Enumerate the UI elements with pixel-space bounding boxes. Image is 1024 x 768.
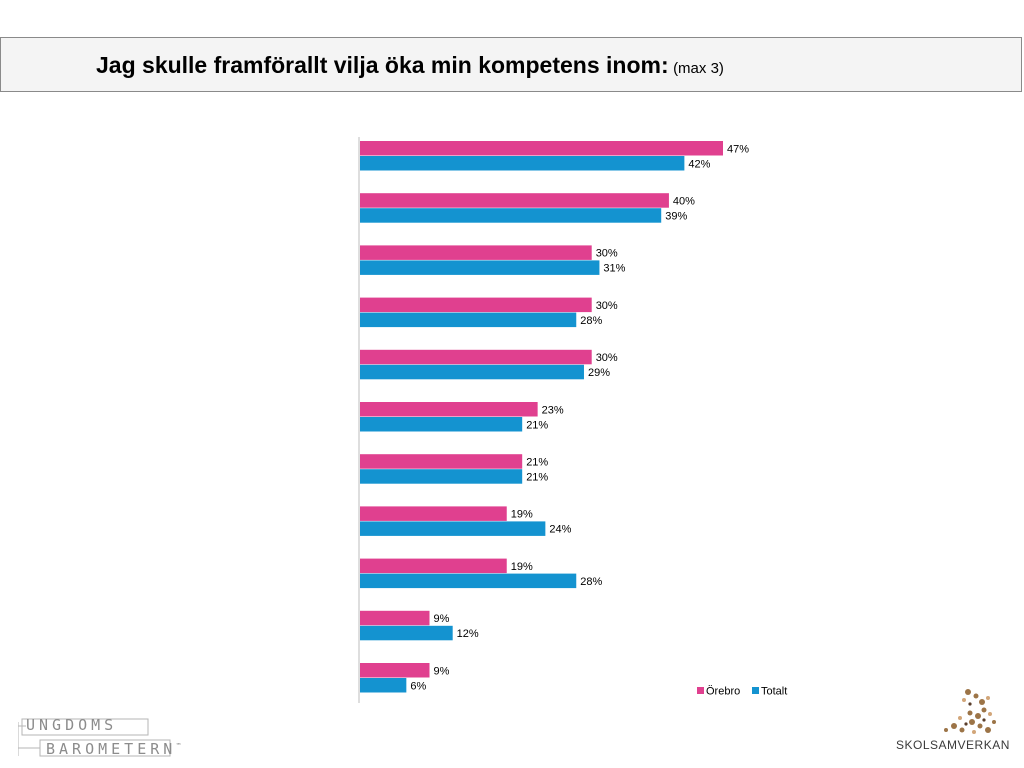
bar-totalt-11	[360, 678, 407, 693]
data-label-orebro-8: 19%	[511, 509, 533, 521]
data-label-totalt-3: 31%	[603, 263, 625, 275]
data-label-totalt-9: 28%	[580, 576, 602, 588]
legend-orebro-label: Örebro	[706, 686, 740, 698]
data-label-orebro-11: 9%	[434, 665, 450, 677]
ungdomsbarometern-logo-line2: BAROMETERN™	[46, 740, 181, 758]
bar-orebro-3	[360, 245, 592, 260]
bar-orebro-1	[360, 141, 723, 156]
title-main: Jag skulle framförallt vilja öka min kom…	[96, 52, 669, 78]
data-label-totalt-1: 42%	[688, 158, 710, 170]
data-label-totalt-4: 28%	[580, 315, 602, 327]
skolsamverkan-logo-text: SKOLSAMVERKAN	[896, 738, 1010, 752]
data-label-orebro-7: 21%	[526, 456, 548, 468]
data-label-totalt-11: 6%	[410, 680, 426, 692]
legend-totalt-swatch	[752, 687, 759, 694]
skolsamverkan-logo-mark	[944, 689, 996, 734]
legend-totalt-label: Totalt	[761, 686, 787, 698]
bar-orebro-8	[360, 506, 507, 521]
skolsamverkan-logo: SKOLSAMVERKAN	[890, 686, 1020, 766]
data-label-orebro-3: 30%	[596, 248, 618, 260]
bar-totalt-8	[360, 521, 546, 536]
bar-totalt-7	[360, 469, 523, 484]
bar-orebro-4	[360, 297, 592, 313]
data-label-totalt-7: 21%	[526, 471, 548, 483]
bar-totalt-10	[360, 625, 453, 641]
data-label-orebro-9: 19%	[511, 561, 533, 573]
data-label-totalt-5: 29%	[588, 367, 610, 379]
ungdomsbarometern-logo: UNGDOMS BAROMETERN™	[18, 716, 181, 760]
page-title: Jag skulle framförallt vilja öka min kom…	[96, 52, 724, 79]
ungdomsbarometern-logo-lines	[18, 718, 171, 757]
title-subtitle: (max 3)	[673, 60, 724, 77]
bar-orebro-2	[360, 193, 669, 208]
bar-orebro-7	[360, 454, 523, 469]
title-bar: Jag skulle framförallt vilja öka min kom…	[0, 37, 1022, 92]
ungdomsbarometern-logo-line1: UNGDOMS	[26, 716, 118, 734]
bar-orebro-6	[360, 402, 538, 417]
data-label-totalt-10: 12%	[457, 628, 479, 640]
bar-totalt-5	[360, 364, 584, 380]
bar-orebro-10	[360, 610, 430, 626]
legend-orebro-swatch	[697, 687, 704, 694]
bar-totalt-1	[360, 156, 685, 171]
data-label-totalt-2: 39%	[665, 210, 687, 222]
bar-orebro-5	[360, 349, 592, 365]
data-label-orebro-6: 23%	[542, 404, 564, 416]
bar-totalt-2	[360, 208, 662, 223]
data-label-orebro-5: 30%	[596, 352, 618, 364]
data-label-orebro-10: 9%	[434, 613, 450, 625]
bar-orebro-9	[360, 558, 507, 574]
data-label-orebro-4: 30%	[596, 300, 618, 312]
bar-orebro-11	[360, 663, 430, 678]
bar-totalt-6	[360, 417, 523, 432]
bar-totalt-9	[360, 573, 577, 589]
data-label-orebro-1: 47%	[727, 143, 749, 155]
data-label-totalt-6: 21%	[526, 419, 548, 431]
data-label-totalt-8: 24%	[549, 524, 571, 536]
bar-totalt-3	[360, 260, 600, 275]
bar-totalt-4	[360, 312, 577, 328]
data-label-orebro-2: 40%	[673, 195, 695, 207]
